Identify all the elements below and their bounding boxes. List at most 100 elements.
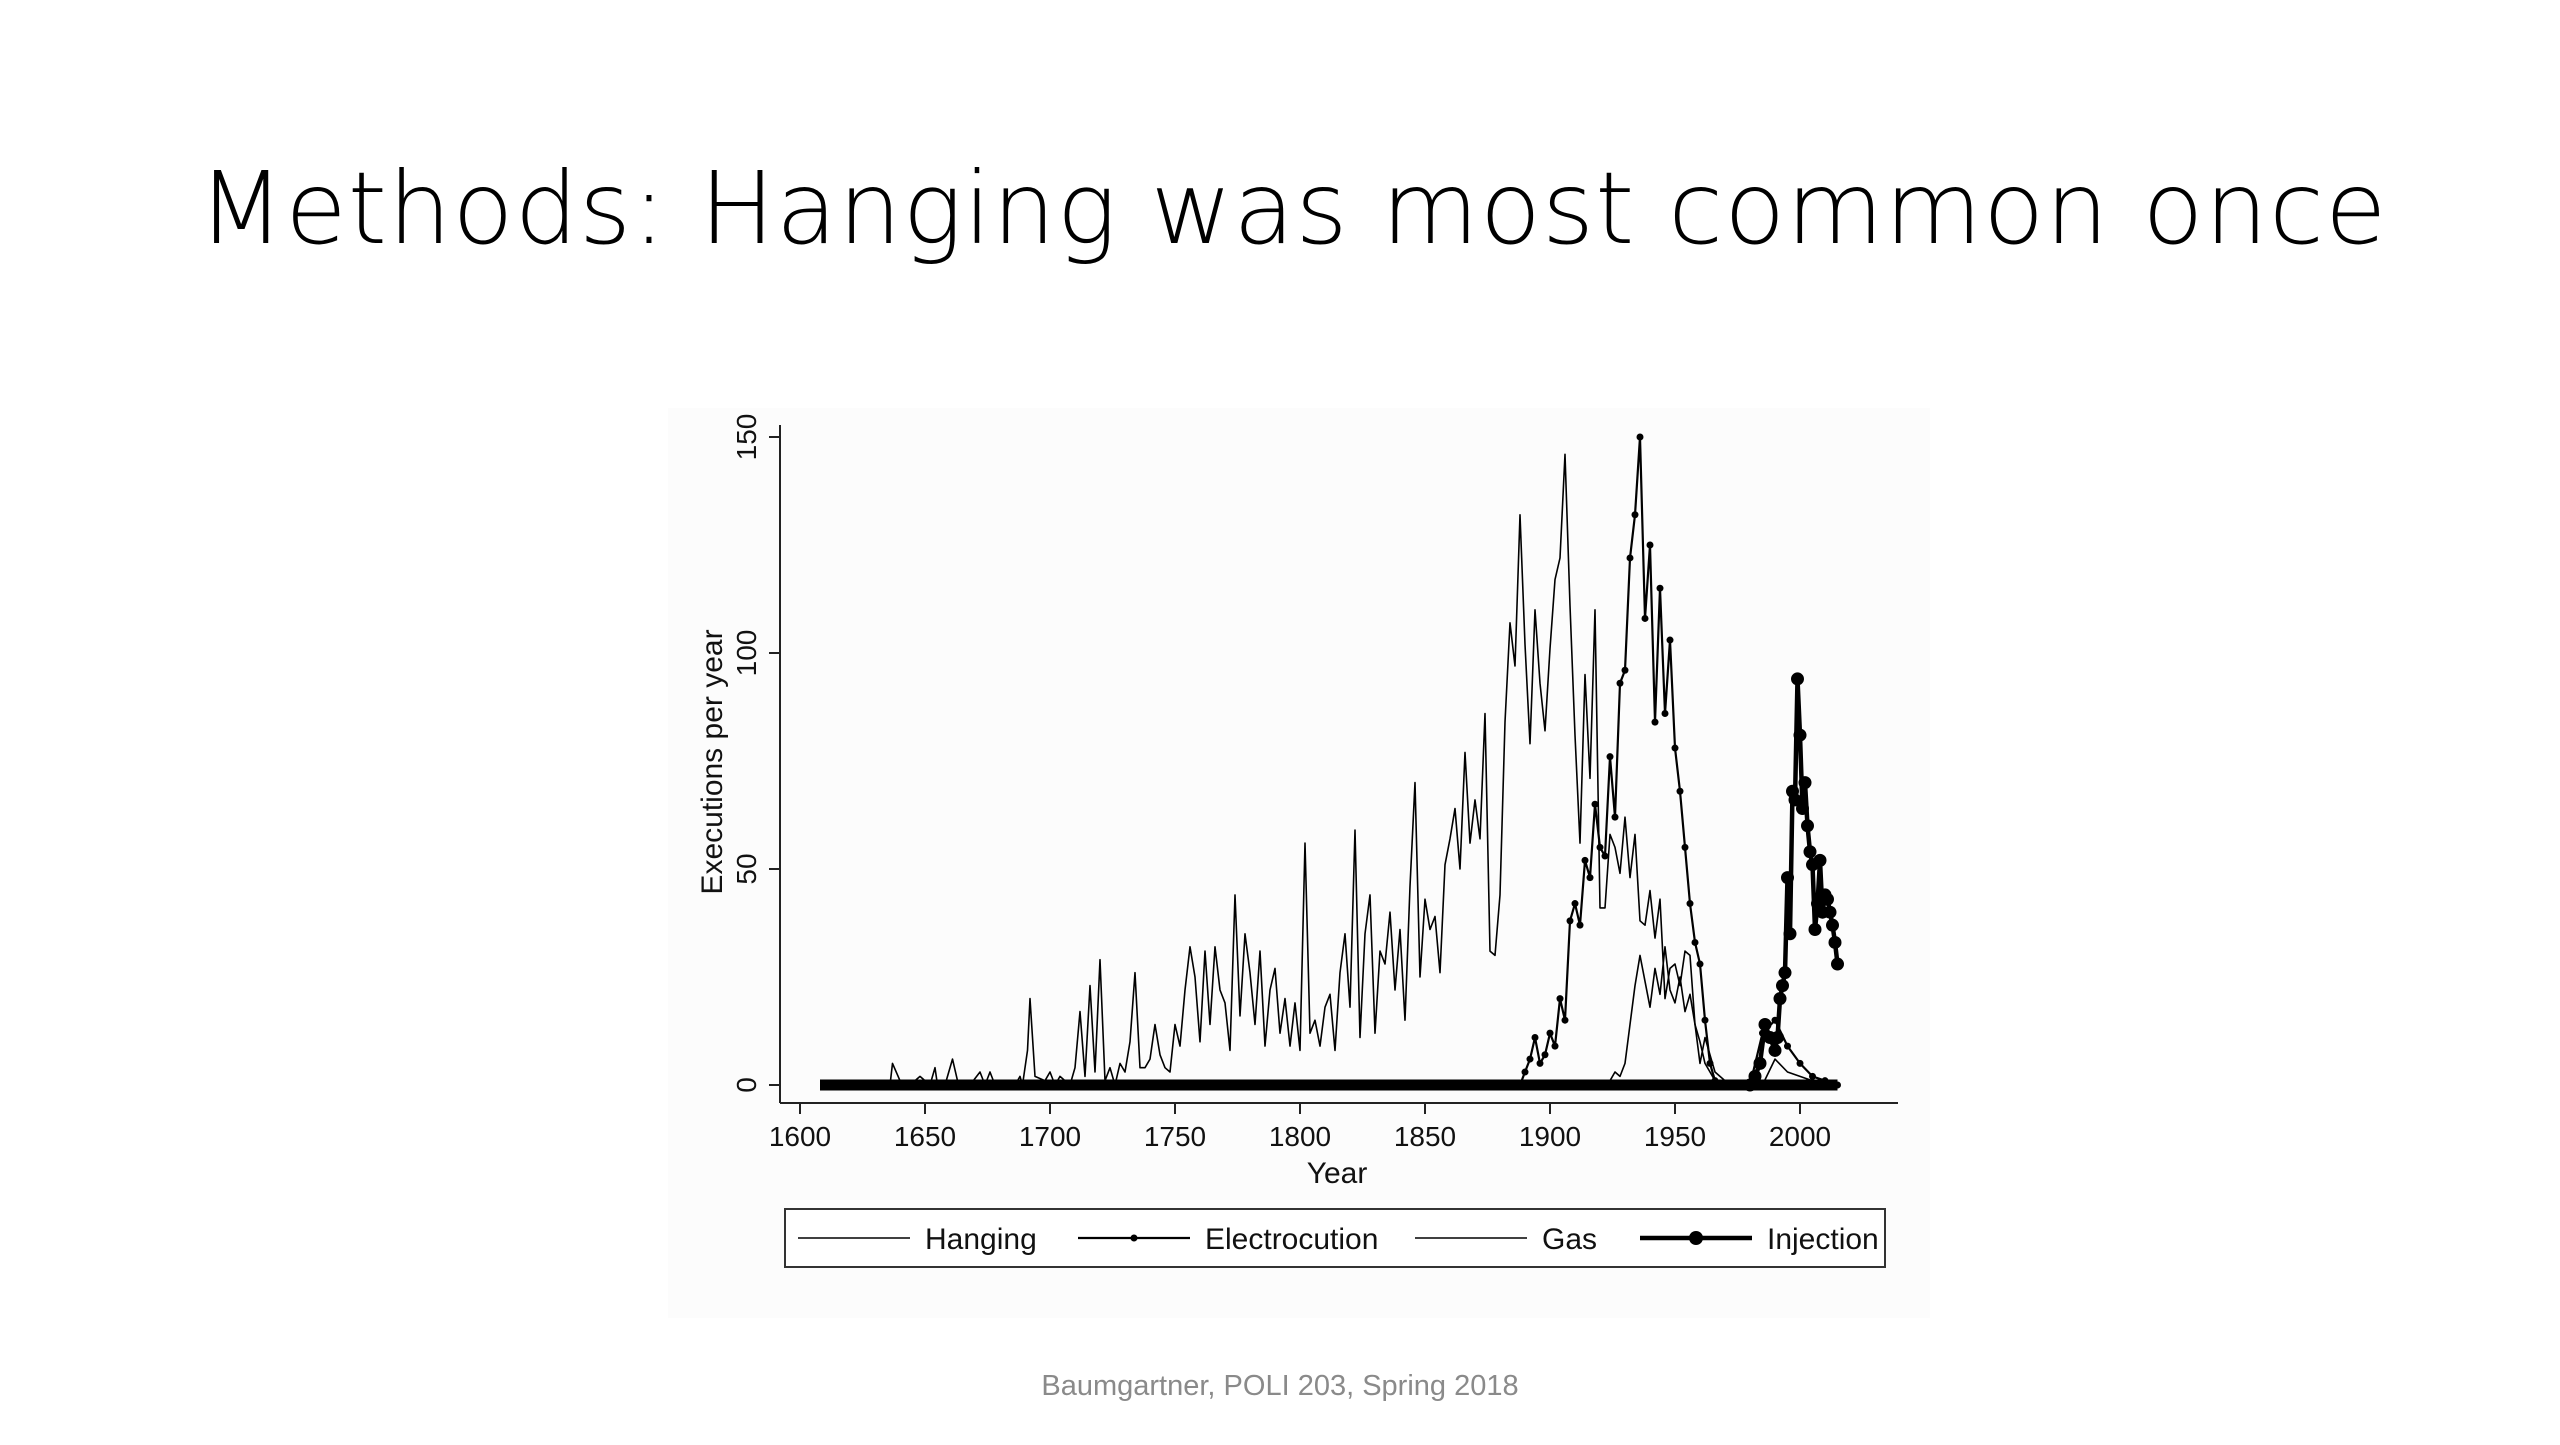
data-point xyxy=(1606,753,1614,761)
data-point xyxy=(1788,793,1802,807)
data-point xyxy=(1696,960,1704,968)
data-point xyxy=(1556,995,1564,1003)
data-point xyxy=(1701,1016,1709,1024)
x-tick-label: 1950 xyxy=(1644,1121,1706,1152)
y-tick-label: 100 xyxy=(731,630,762,677)
x-tick-label: 1650 xyxy=(894,1121,956,1152)
data-point xyxy=(1791,672,1804,686)
data-point xyxy=(1823,905,1837,919)
data-point xyxy=(1681,843,1689,851)
data-point xyxy=(1546,1029,1554,1037)
series-line xyxy=(820,453,1838,1086)
series-injection xyxy=(1743,672,1844,1092)
data-point xyxy=(1616,679,1624,687)
x-tick-label: 1700 xyxy=(1019,1121,1081,1152)
x-axis-label: Year xyxy=(1307,1157,1368,1190)
series-gas xyxy=(1600,945,1838,1086)
data-point xyxy=(1768,1043,1782,1057)
chart-background xyxy=(668,408,1930,1318)
data-point xyxy=(1586,874,1594,882)
data-point xyxy=(1666,636,1674,644)
data-point xyxy=(1571,900,1579,908)
data-point xyxy=(1521,1068,1529,1076)
legend-label-electrocution: Electrocution xyxy=(1205,1223,1378,1256)
data-point xyxy=(1758,1018,1772,1032)
data-point xyxy=(1641,614,1649,622)
data-point xyxy=(1798,776,1812,790)
data-point xyxy=(1566,917,1574,925)
data-point xyxy=(1781,871,1794,885)
data-point xyxy=(1821,892,1834,906)
x-tick-label: 1800 xyxy=(1269,1121,1331,1152)
legend-label-injection: Injection xyxy=(1767,1223,1879,1256)
data-point xyxy=(1591,800,1599,808)
data-point xyxy=(1748,1069,1762,1083)
data-point xyxy=(1601,852,1609,860)
data-point xyxy=(1809,1072,1816,1080)
data-point xyxy=(1778,966,1792,980)
data-point xyxy=(1631,511,1639,519)
data-point xyxy=(1753,1056,1767,1070)
data-point xyxy=(1636,433,1644,441)
data-point xyxy=(1576,921,1584,929)
axes-group xyxy=(779,425,1898,1104)
x-tick-label: 1850 xyxy=(1394,1121,1456,1152)
slide-footer: Baumgartner, POLI 203, Spring 2018 xyxy=(1041,1370,1519,1402)
x-ticks-group: 1600 1650 1700 1750 1800 1850 1900 1950 2000 xyxy=(769,1103,1831,1152)
x-tick-label: 1750 xyxy=(1144,1121,1206,1152)
data-point xyxy=(1646,541,1654,549)
data-point xyxy=(1516,1081,1524,1089)
data-point xyxy=(1536,1059,1544,1067)
data-point xyxy=(1676,787,1684,795)
series-hanging xyxy=(820,453,1838,1086)
y-tick-label: 150 xyxy=(731,414,762,461)
data-point xyxy=(1596,843,1604,851)
series-electrocution xyxy=(1516,433,1841,1089)
legend: Hanging Electrocution Gas Injection xyxy=(784,1208,1886,1268)
data-point xyxy=(1531,1033,1539,1041)
data-point xyxy=(1803,845,1817,859)
data-point xyxy=(1671,744,1679,752)
y-ticks-group: 0 50 100 150 xyxy=(731,414,780,1093)
series-line xyxy=(1600,945,1838,1086)
data-point xyxy=(1706,1059,1714,1067)
plot-area xyxy=(820,433,1844,1092)
data-point xyxy=(1828,935,1842,949)
data-point xyxy=(1776,979,1789,993)
x-tick-label: 1600 xyxy=(769,1121,831,1152)
data-point xyxy=(1796,1059,1804,1067)
legend-label-hanging: Hanging xyxy=(925,1223,1037,1256)
data-point xyxy=(1801,819,1814,833)
y-tick-label: 50 xyxy=(731,853,762,884)
data-point xyxy=(1771,1030,1784,1044)
data-point xyxy=(1813,853,1827,867)
data-point xyxy=(1793,728,1807,742)
data-point xyxy=(1621,666,1629,674)
data-point xyxy=(1783,927,1797,941)
data-point xyxy=(1826,918,1839,932)
legend-marker xyxy=(1689,1231,1703,1245)
data-point xyxy=(1656,584,1664,592)
x-tick-label: 2000 xyxy=(1769,1121,1831,1152)
data-point xyxy=(1784,1042,1791,1050)
y-tick-label: 0 xyxy=(731,1077,762,1093)
data-point xyxy=(1661,709,1669,717)
data-point xyxy=(1611,813,1619,821)
data-point xyxy=(1808,922,1822,936)
data-point xyxy=(1651,718,1659,726)
data-point xyxy=(1541,1051,1549,1059)
data-point xyxy=(1821,1077,1829,1085)
data-point xyxy=(1691,938,1699,946)
legend-label-gas: Gas xyxy=(1542,1223,1597,1256)
data-point xyxy=(1796,802,1809,816)
data-point xyxy=(1561,1016,1569,1024)
data-point xyxy=(1551,1042,1559,1050)
y-axis-label: Executions per year xyxy=(696,629,729,894)
data-point xyxy=(1773,992,1787,1006)
data-point xyxy=(1686,900,1694,908)
slide-title: Methods: Hanging was most common once xyxy=(198,150,2388,267)
data-point xyxy=(1626,554,1634,562)
data-point xyxy=(1581,856,1589,864)
